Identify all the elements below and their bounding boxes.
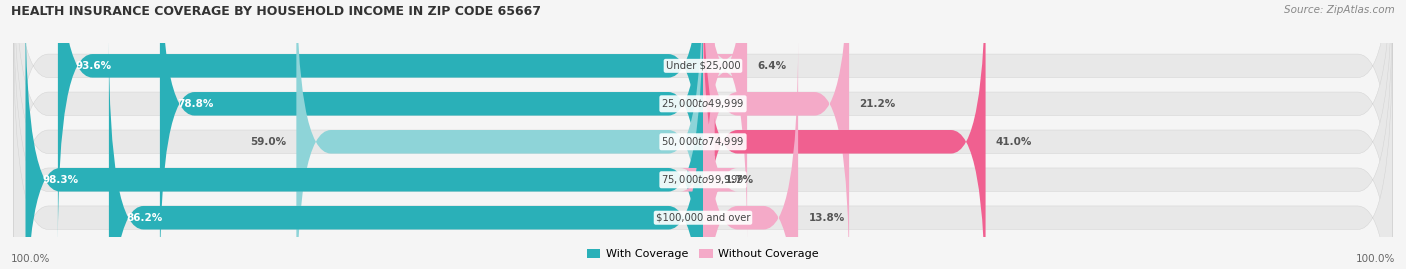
Text: $25,000 to $49,999: $25,000 to $49,999 bbox=[661, 97, 745, 110]
Text: 100.0%: 100.0% bbox=[1355, 254, 1395, 264]
FancyBboxPatch shape bbox=[14, 0, 1392, 269]
FancyBboxPatch shape bbox=[160, 0, 703, 269]
FancyBboxPatch shape bbox=[703, 0, 747, 244]
Text: 78.8%: 78.8% bbox=[177, 99, 214, 109]
Text: 93.6%: 93.6% bbox=[75, 61, 111, 71]
FancyBboxPatch shape bbox=[297, 0, 703, 269]
Text: Under $25,000: Under $25,000 bbox=[665, 61, 741, 71]
FancyBboxPatch shape bbox=[681, 2, 738, 269]
Text: Source: ZipAtlas.com: Source: ZipAtlas.com bbox=[1284, 5, 1395, 15]
FancyBboxPatch shape bbox=[14, 0, 1392, 244]
FancyBboxPatch shape bbox=[703, 0, 849, 269]
FancyBboxPatch shape bbox=[14, 2, 1392, 269]
FancyBboxPatch shape bbox=[703, 40, 799, 269]
Text: 13.8%: 13.8% bbox=[808, 213, 845, 223]
FancyBboxPatch shape bbox=[108, 40, 703, 269]
FancyBboxPatch shape bbox=[14, 0, 1392, 269]
Text: 86.2%: 86.2% bbox=[127, 213, 162, 223]
FancyBboxPatch shape bbox=[25, 2, 703, 269]
Text: 59.0%: 59.0% bbox=[250, 137, 285, 147]
Text: HEALTH INSURANCE COVERAGE BY HOUSEHOLD INCOME IN ZIP CODE 65667: HEALTH INSURANCE COVERAGE BY HOUSEHOLD I… bbox=[11, 5, 541, 18]
Text: $50,000 to $74,999: $50,000 to $74,999 bbox=[661, 135, 745, 148]
Text: 1.7%: 1.7% bbox=[725, 175, 754, 185]
Text: 21.2%: 21.2% bbox=[859, 99, 896, 109]
Legend: With Coverage, Without Coverage: With Coverage, Without Coverage bbox=[582, 244, 824, 263]
FancyBboxPatch shape bbox=[703, 0, 986, 269]
Text: 6.4%: 6.4% bbox=[758, 61, 786, 71]
FancyBboxPatch shape bbox=[14, 40, 1392, 269]
FancyBboxPatch shape bbox=[58, 0, 703, 244]
Text: $100,000 and over: $100,000 and over bbox=[655, 213, 751, 223]
Text: 41.0%: 41.0% bbox=[995, 137, 1032, 147]
Text: 100.0%: 100.0% bbox=[11, 254, 51, 264]
Text: 98.3%: 98.3% bbox=[42, 175, 79, 185]
Text: $75,000 to $99,999: $75,000 to $99,999 bbox=[661, 173, 745, 186]
